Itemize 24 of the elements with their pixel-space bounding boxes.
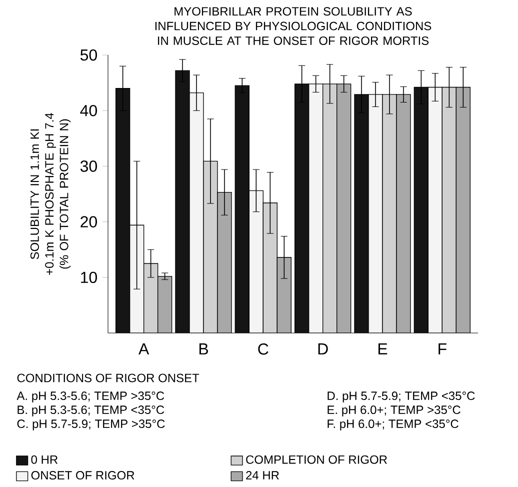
legend-label: COMPLETION OF RIGOR — [246, 455, 387, 464]
y-axis-title: SOLUBILITY IN 1.1m KI +0.1m K PHOSPHATE pH 7.4 (% OF TOTAL PROTEIN N) — [30, 113, 71, 275]
legend-label: ONSET OF RIGOR — [31, 471, 134, 480]
y-tick-label: 10 — [81, 272, 97, 284]
text: B. pH 5.3-5.6; TEMP <35°C — [18, 406, 164, 417]
text: F. pH 6.0+; TEMP <35°C — [328, 420, 458, 431]
y-tick-label: 20 — [80, 216, 97, 228]
text: E. pH 6.0+; TEMP >35°C — [328, 406, 460, 417]
y-tick-label: 40 — [80, 105, 97, 116]
y-tick-label: 30 — [80, 160, 97, 172]
x-tick-label: C — [258, 344, 268, 355]
text: CONDITIONS OF RIGOR ONSET — [17, 374, 200, 382]
x-tick-label: F — [438, 344, 446, 355]
chart-title: MYOFIBRILLAR PROTEIN SOLUBILITY AS INFLUENCED BY PHYSIOLOGICAL CONDITIONS IN MUSCLE AT THE ONSET OF RIGOR MORTIS — [155, 7, 432, 46]
x-tick-label: E — [378, 344, 388, 355]
x-tick-label: D — [318, 344, 328, 355]
x-tick-label: B — [199, 344, 208, 355]
legend-label: 24 HR — [246, 471, 279, 480]
y-tick-label: 50 — [80, 49, 97, 61]
x-tick-label: A — [138, 344, 150, 355]
text: C. pH 5.7-5.9; TEMP >35°C — [17, 420, 165, 431]
text: D. pH 5.7-5.9; TEMP <35°C — [328, 392, 475, 403]
legend-label: 0 HR — [31, 455, 58, 464]
text: A. pH 5.3-5.6; TEMP >35°C — [16, 392, 164, 403]
